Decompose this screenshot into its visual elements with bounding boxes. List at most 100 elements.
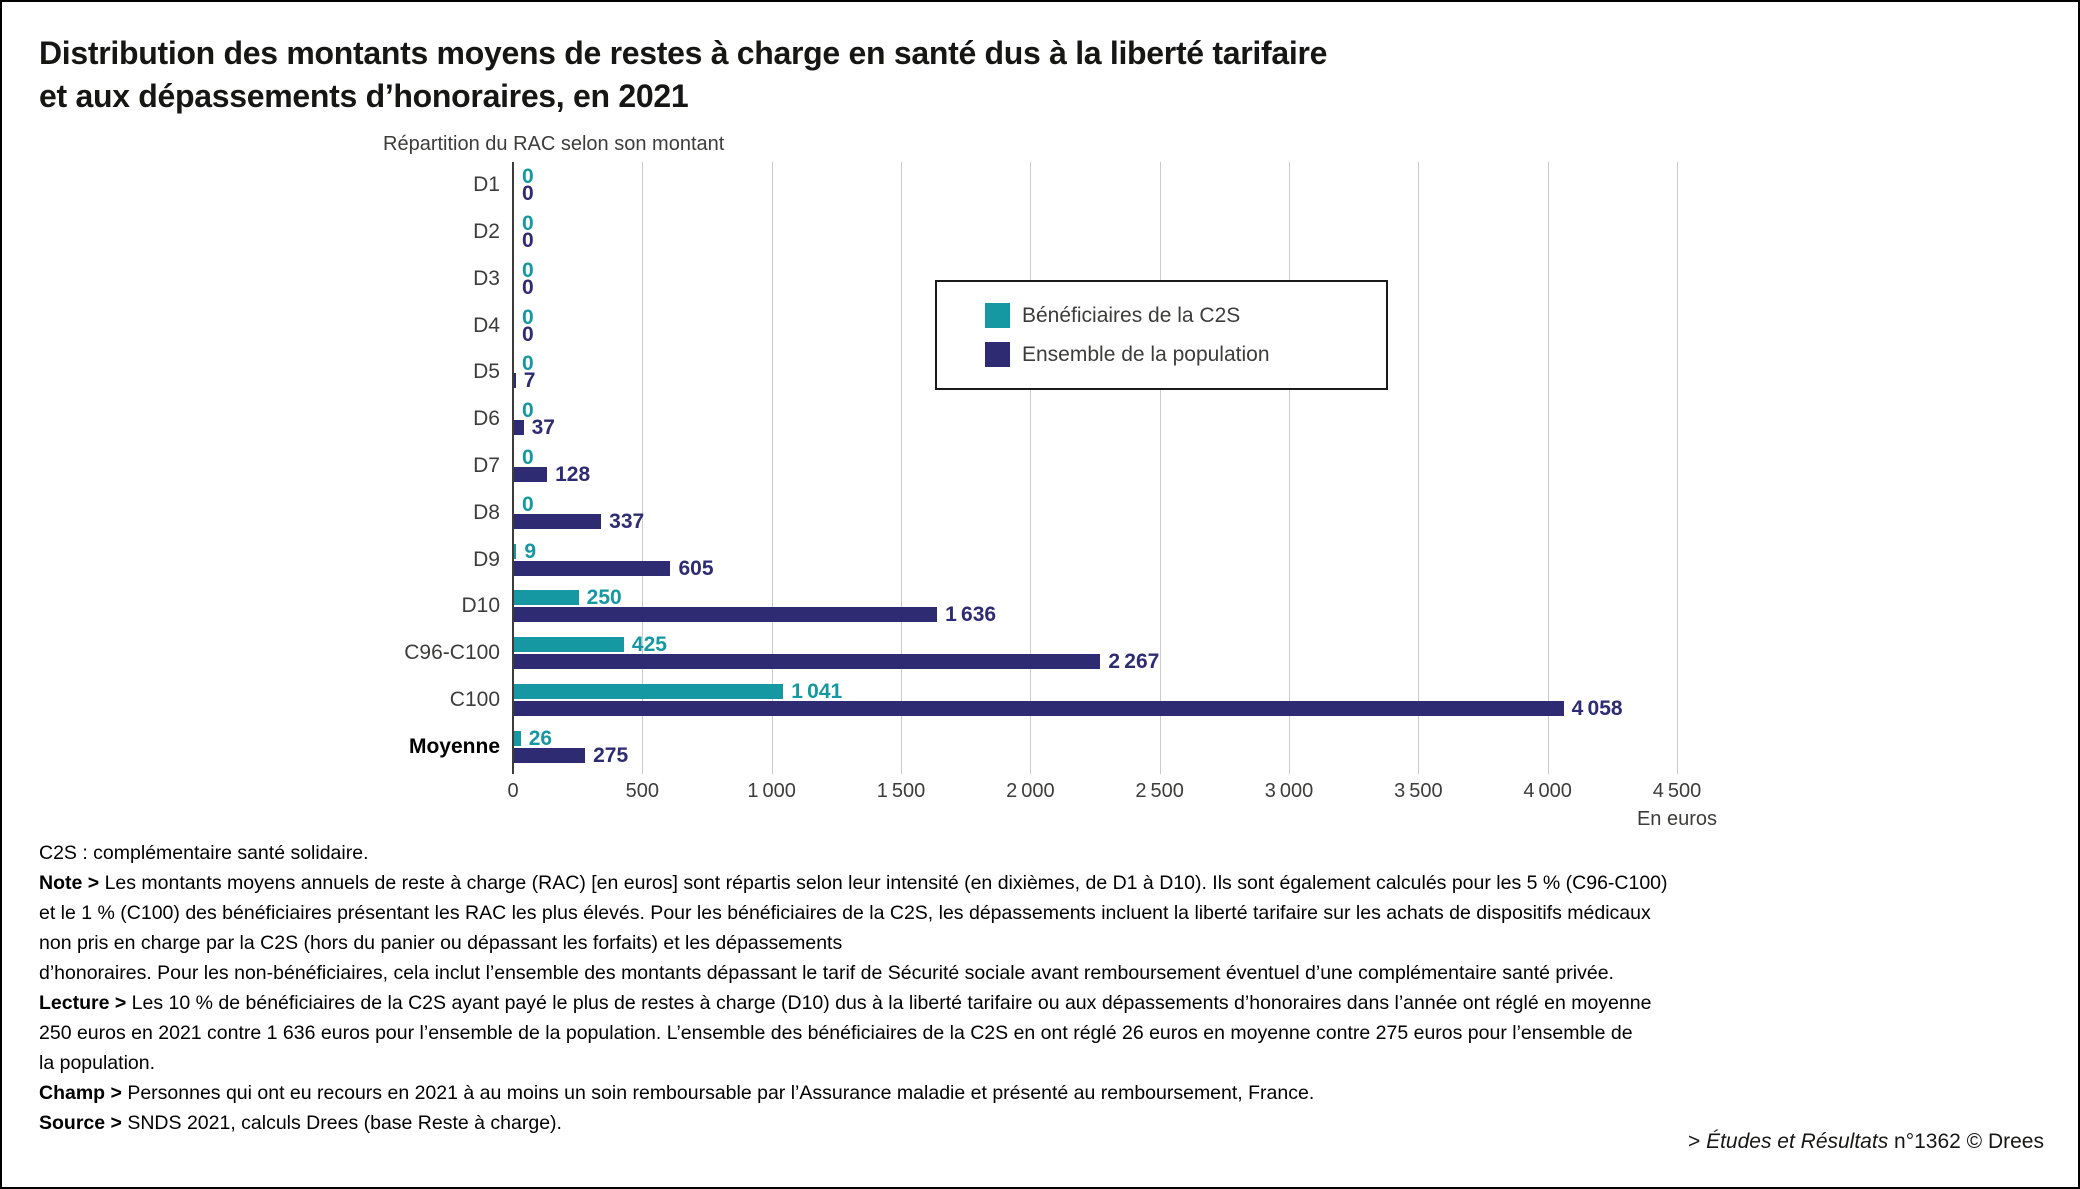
x-tick-label: 2 500	[1135, 780, 1184, 802]
grid-line	[642, 162, 644, 774]
title-line-1: Distribution des montants moyens de rest…	[39, 35, 1328, 71]
footnote-line: non pris en charge par la C2S (hors du p…	[39, 932, 843, 954]
footnotes: C2S : complémentaire santé solidaire. Not…	[39, 838, 2049, 1138]
grid-line	[1677, 162, 1678, 774]
x-tick-label: 1 500	[876, 780, 926, 802]
value-label: 0	[522, 182, 534, 206]
grid-line	[1289, 162, 1290, 774]
category-label: C100	[449, 687, 500, 711]
footnote-label: Note >	[39, 872, 105, 894]
bar-population	[514, 420, 524, 436]
y-axis-line	[512, 162, 514, 774]
grid-line	[901, 162, 902, 774]
bar-population	[514, 607, 938, 623]
value-label: 0	[522, 492, 534, 516]
x-tick-label: 2 000	[1006, 780, 1055, 802]
bar-population	[514, 467, 548, 482]
category-label: D6	[473, 407, 500, 431]
value-label: 337	[609, 509, 645, 533]
page-title: Distribution des montants moyens de rest…	[39, 32, 1999, 118]
value-label: 37	[531, 416, 555, 440]
category-label: D8	[473, 500, 500, 524]
category-label: D1	[473, 173, 500, 197]
bar-c2s	[514, 683, 784, 699]
bar-population	[514, 560, 671, 576]
x-tick-label: 3 000	[1264, 780, 1314, 802]
value-label: 0	[522, 165, 534, 189]
bar-population	[514, 373, 516, 389]
value-label: 0	[522, 229, 534, 253]
value-label: 26	[528, 726, 553, 750]
value-label: 1 636	[945, 603, 997, 627]
credit-publication-name: Études et Résultats	[1706, 1130, 1889, 1153]
publication-credit: > Études et Résultats n°1362 © Drees	[1688, 1130, 2044, 1154]
footnote-label: Lecture >	[39, 992, 132, 1014]
value-label: 0	[522, 322, 534, 346]
x-axis-unit-label: En euros	[1636, 808, 1717, 830]
footnote-line: Note > Les montants moyens annuels de re…	[39, 872, 1668, 894]
footnote-line: 250 euros en 2021 contre 1 636 euros pou…	[39, 1022, 1633, 1044]
bar-c2s	[514, 590, 579, 606]
footnote-label: Source >	[39, 1112, 128, 1134]
value-label: 0	[522, 305, 534, 329]
category-label: C96-C100	[404, 641, 500, 665]
grid-line	[1547, 162, 1549, 774]
x-tick-label: 1 000	[747, 780, 796, 802]
grid-line	[1418, 162, 1420, 774]
x-tick-label: 4 000	[1523, 780, 1572, 802]
legend-swatch-c2s	[985, 303, 1010, 328]
value-label: 7	[523, 369, 536, 393]
footnote-line: Lecture > Les 10 % de bénéficiaires de l…	[39, 992, 1652, 1014]
bar-population	[514, 747, 586, 763]
grid-line	[1159, 162, 1161, 774]
category-label: D2	[473, 220, 500, 244]
legend-label-population: Ensemble de la population	[1022, 342, 1270, 366]
credit-prefix: >	[1687, 1130, 1707, 1153]
bar-population	[514, 513, 602, 529]
legend-swatch-population	[985, 342, 1010, 367]
legend-label-c2s: Bénéficiaires de la C2S	[1022, 303, 1241, 327]
bar-c2s	[514, 730, 521, 746]
value-label: 128	[555, 463, 591, 486]
x-tick-label: 4 500	[1652, 780, 1702, 802]
footnote-line: Source > SNDS 2021, calculs Drees (base …	[39, 1112, 562, 1134]
category-label: D9	[473, 547, 500, 571]
legend-item-c2s: Bénéficiaires de la C2S	[985, 303, 1386, 328]
grid-line	[771, 162, 773, 774]
category-label: D4	[473, 313, 500, 337]
footnote-label: Champ >	[39, 1082, 128, 1104]
footnote-line: et le 1 % (C100) des bénéficiaires prése…	[39, 902, 1651, 924]
value-label: 0	[522, 212, 534, 236]
chart-subtitle: Répartition du RAC selon son montant	[383, 133, 725, 155]
category-label: D3	[473, 266, 500, 290]
footnote-line: C2S : complémentaire santé solidaire.	[39, 842, 369, 864]
value-label: 0	[522, 275, 534, 299]
value-label: 2 267	[1108, 650, 1160, 674]
bar-c2s	[514, 543, 517, 559]
bar-population	[514, 700, 1564, 716]
value-label: 275	[593, 743, 629, 767]
value-label: 605	[678, 556, 714, 580]
x-tick-label: 500	[625, 780, 660, 802]
grid-line	[1030, 162, 1032, 774]
value-label: 0	[522, 399, 534, 423]
value-label: 250	[586, 586, 622, 610]
footnote-line: la population.	[39, 1052, 156, 1074]
legend: Bénéficiaires de la C2S Ensemble de la p…	[935, 280, 1388, 390]
category-label: D7	[473, 454, 500, 477]
value-label: 0	[522, 352, 534, 376]
value-label: 425	[631, 633, 667, 657]
footnote-line: Champ > Personnes qui ont eu recours en …	[39, 1082, 1315, 1104]
bar-c2s	[514, 637, 624, 653]
value-label: 1 041	[791, 679, 843, 703]
bar-population	[514, 654, 1101, 670]
value-label: 0	[522, 258, 534, 282]
value-label: 9	[524, 539, 536, 563]
credit-issue-number: n°1362 © Drees	[1888, 1130, 2044, 1153]
legend-item-population: Ensemble de la population	[985, 342, 1386, 367]
category-label: D5	[473, 360, 500, 384]
footnote-line: d’honoraires. Pour les non-bénéficiaires…	[39, 962, 1614, 984]
category-label: Moyenne	[408, 734, 500, 758]
